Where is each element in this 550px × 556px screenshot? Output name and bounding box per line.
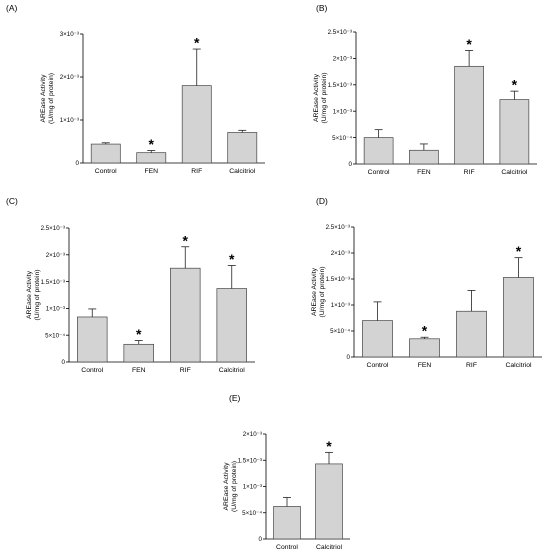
panel-label: (D) [316,196,328,206]
x-tick-label: RIF [466,362,477,369]
x-tick-label: Calcitriol [229,168,256,175]
bar-calcitriol [315,463,343,540]
x-tick-label: Control [276,544,298,551]
bar-control [90,143,121,164]
panel-b: (B) 0 5×10⁻⁴ 1×10⁻³ 1.5×10⁻³ 2×10⁻³ 2.5×10⁻³ AR… [313,3,537,176]
x-tick-label: RIF [191,168,202,175]
y-tick-label: 2×10⁻³ [60,74,79,81]
y-tick-label: 1.5×10⁻³ [326,276,350,283]
y-tick-label: 1.5×10⁻³ [238,457,262,464]
bar-calcitriol [216,288,247,363]
bar-rif [181,85,212,164]
y-tick-label: 2×10⁻³ [243,431,262,438]
x-tick-label: FEN [418,362,432,369]
y-tick-label: 2×10⁻³ [331,250,350,257]
x-tick-label: RIF [180,367,191,374]
bar-fen [123,343,154,363]
y-axis-label: AREase Activity [223,462,230,511]
y-tick-label: 0 [76,160,80,167]
y-tick-label: 5×10⁻⁴ [45,332,65,339]
x-tick-label: Calcitriol [219,367,246,374]
y-axis-label: AREase Activity [26,270,33,319]
bar-rif [170,267,201,363]
y-axis-label-unit: (U/mg of protein) [231,461,238,512]
bar-rif [456,310,487,358]
bar-control [77,316,108,363]
x-tick-label: FEN [144,168,158,175]
y-tick-label: 0 [259,536,263,543]
significance-marker: * [194,35,200,51]
bar-control [363,137,394,165]
panel-label: (C) [6,196,18,206]
panel-a: (A) 0 1×10⁻³ 2×10⁻³ 3×10⁻³ AREase Activity (U/… [6,3,265,175]
y-tick-label: 2×10⁻³ [46,252,65,259]
bar-rif [454,65,484,165]
x-tick-label: Control [368,169,390,176]
x-tick-label: Calcitriol [501,169,528,176]
y-tick-label: 5×10⁻⁴ [330,328,350,335]
bar-fen [409,338,440,358]
y-tick-label: 1.5×10⁻³ [41,279,65,286]
y-tick-label: 1×10⁻³ [60,117,79,124]
y-tick-label: 2.5×10⁻³ [41,225,65,232]
bar-calcitriol [503,277,534,358]
y-axis-label-unit: (U/mg of protein) [48,73,55,124]
x-tick-label: Calcitriol [316,544,343,551]
y-tick-label: 5×10⁻⁴ [242,510,262,517]
y-tick-label: 5×10⁻⁴ [332,135,352,142]
significance-marker: * [229,251,235,267]
x-tick-label: Control [95,168,117,175]
significance-marker: * [516,243,522,259]
bar-fen [136,152,167,164]
significance-marker: * [512,77,518,93]
y-tick-label: 2×10⁻³ [333,56,352,63]
y-axis-label: AREase Activity [40,74,47,123]
y-tick-label: 1×10⁻³ [331,302,350,309]
y-tick-label: 1.5×10⁻³ [328,82,352,89]
significance-marker: * [136,326,142,342]
y-tick-label: 1×10⁻³ [333,108,352,115]
y-tick-label: 2.5×10⁻³ [328,29,352,36]
significance-marker: * [149,136,155,152]
x-tick-label: FEN [132,367,146,374]
panel-c: (C) 0 5×10⁻⁴ 1×10⁻³ 1.5×10⁻³ 2×10⁻³ 2.5×10⁻³ AR… [6,196,255,374]
bar-calcitriol [227,132,258,164]
significance-marker: * [326,438,332,454]
bar-calcitriol [499,99,530,165]
y-tick-label: 0 [349,161,353,168]
significance-marker: * [422,323,428,339]
bar-control [362,320,393,358]
x-tick-label: Control [367,362,389,369]
significance-marker: * [183,232,189,248]
y-axis-label-unit: (U/mg of protein) [319,267,326,318]
bar-fen [409,149,439,165]
y-axis-label: AREase Activity [313,73,320,122]
bar-control [273,506,301,540]
panel-label: (A) [6,3,18,13]
significance-marker: * [466,36,472,52]
y-tick-label: 2.5×10⁻³ [326,224,350,231]
y-axis-label: AREase Activity [311,267,318,316]
x-tick-label: Calcitriol [505,362,532,369]
y-tick-label: 0 [62,359,66,366]
y-tick-label: 1×10⁻³ [46,306,65,313]
panel-e: (E) 0 5×10⁻⁴ 1×10⁻³ 1.5×10⁻³ 2×10⁻³ AREase Act… [223,393,350,551]
x-tick-label: RIF [464,169,475,176]
y-axis-label-unit: (U/mg of protein) [321,73,328,124]
y-tick-label: 1×10⁻³ [243,484,262,491]
y-axis-label-unit: (U/mg of protein) [34,270,41,321]
panel-label: (B) [316,3,328,13]
y-tick-label: 3×10⁻³ [60,31,79,38]
y-tick-label: 0 [347,354,351,361]
panel-label: (E) [229,393,241,403]
x-tick-label: Control [81,367,103,374]
x-tick-label: FEN [417,169,431,176]
panel-d: (D) 0 5×10⁻⁴ 1×10⁻³ 1.5×10⁻³ 2×10⁻³ 2.5×10⁻³ AR… [311,196,542,369]
